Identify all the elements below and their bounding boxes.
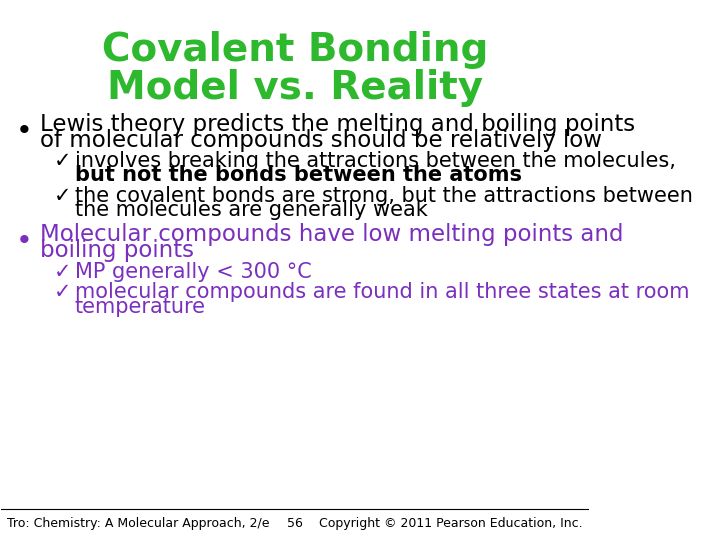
Text: Copyright © 2011 Pearson Education, Inc.: Copyright © 2011 Pearson Education, Inc.	[320, 517, 583, 530]
Text: boiling points: boiling points	[40, 239, 194, 262]
Text: Covalent Bonding: Covalent Bonding	[102, 31, 488, 69]
Text: molecular compounds are found in all three states at room: molecular compounds are found in all thr…	[75, 282, 689, 302]
Text: Lewis theory predicts the melting and boiling points: Lewis theory predicts the melting and bo…	[40, 113, 635, 136]
Text: but not the bonds between the atoms: but not the bonds between the atoms	[75, 165, 522, 185]
Text: the molecules are generally weak: the molecules are generally weak	[75, 200, 428, 220]
Text: of molecular compounds should be relatively low: of molecular compounds should be relativ…	[40, 129, 602, 152]
Text: Model vs. Reality: Model vs. Reality	[107, 69, 483, 106]
Text: ✓: ✓	[54, 186, 72, 206]
Text: •: •	[16, 227, 33, 255]
Text: Tro: Chemistry: A Molecular Approach, 2/e: Tro: Chemistry: A Molecular Approach, 2/…	[7, 517, 270, 530]
Text: MP generally < 300 °C: MP generally < 300 °C	[75, 262, 312, 282]
Text: 56: 56	[287, 517, 303, 530]
Text: •: •	[16, 117, 33, 145]
Text: ✓: ✓	[54, 151, 72, 171]
Text: the covalent bonds are strong, but the attractions between: the covalent bonds are strong, but the a…	[75, 186, 693, 206]
Text: ✓: ✓	[54, 282, 72, 302]
Text: temperature: temperature	[75, 297, 206, 317]
Text: involves breaking the attractions between the molecules,: involves breaking the attractions betwee…	[75, 151, 675, 171]
Text: Molecular compounds have low melting points and: Molecular compounds have low melting poi…	[40, 223, 623, 246]
Text: ✓: ✓	[54, 262, 72, 282]
